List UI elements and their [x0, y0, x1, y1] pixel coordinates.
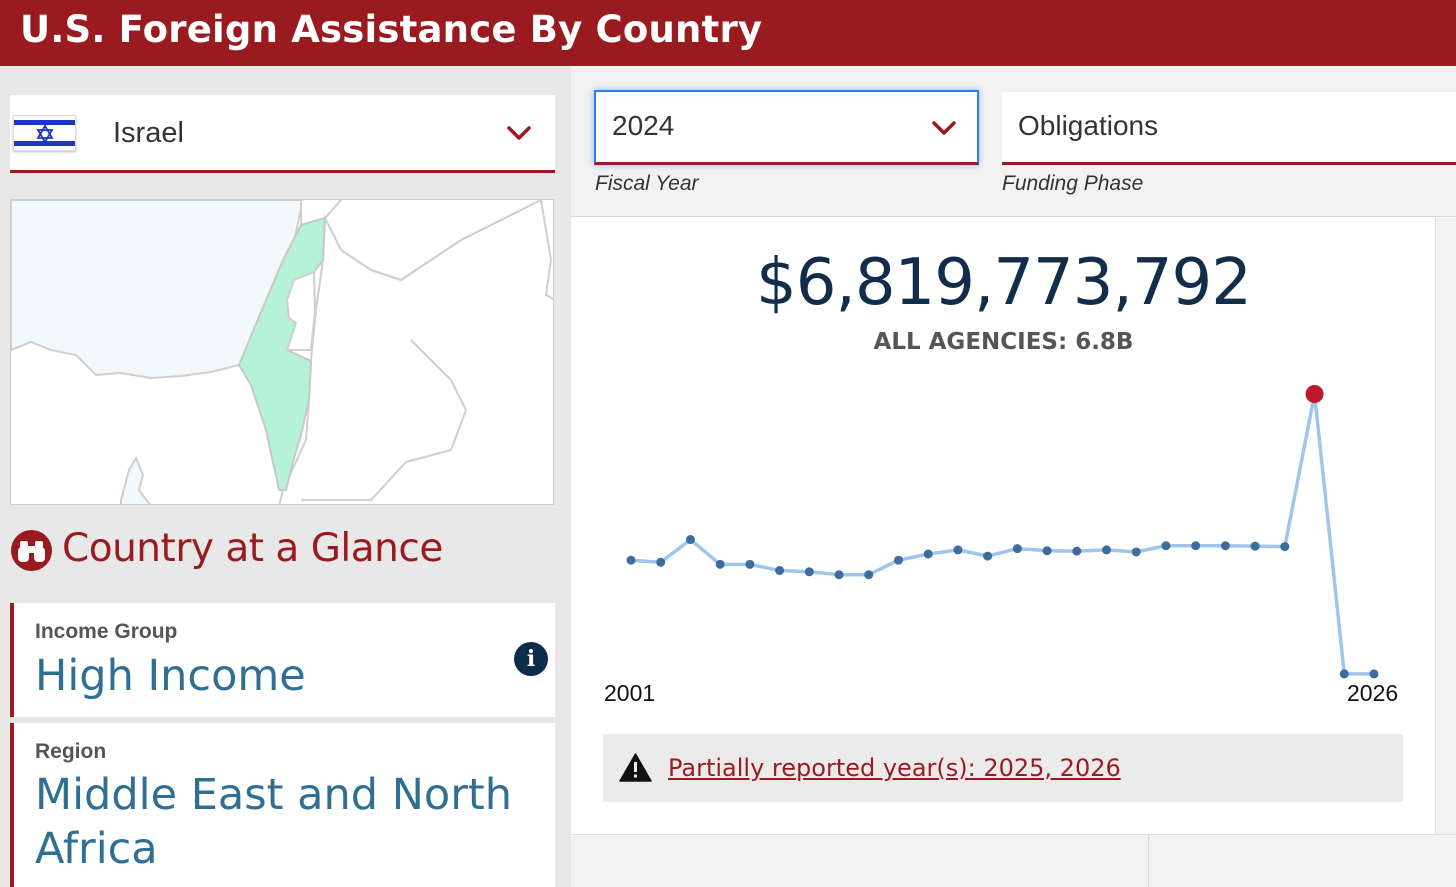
left-sidebar: Israel Country at a Glance [0, 66, 571, 887]
total-amount: $6,819,773,792 [756, 246, 1252, 320]
data-point[interactable] [983, 551, 993, 561]
funding-phase-value: Obligations [1018, 110, 1159, 141]
main-panel: 2024 Fiscal Year Obligations Funding Pha… [571, 66, 1456, 887]
country-select[interactable]: Israel [10, 95, 555, 173]
agencies-total: ALL AGENCIES: 6.8B [873, 329, 1134, 355]
partial-report-notice: Partially reported year(s): 2025, 2026 [603, 734, 1403, 802]
data-point[interactable] [1220, 541, 1230, 551]
data-point[interactable] [1339, 669, 1349, 679]
chevron-down-icon [507, 126, 531, 140]
israel-flag-icon [13, 115, 76, 151]
data-point[interactable] [626, 555, 636, 565]
funding-phase-select[interactable]: Obligations [1002, 92, 1456, 165]
data-point[interactable] [775, 566, 785, 576]
data-point[interactable] [953, 545, 963, 555]
region-value: Middle East and North Africa [35, 770, 512, 874]
data-point[interactable] [1012, 544, 1022, 554]
data-point[interactable] [804, 567, 814, 577]
trend-line-chart[interactable] [571, 218, 1436, 738]
data-point[interactable] [923, 549, 933, 559]
warning-icon [619, 753, 652, 782]
chevron-down-icon [932, 121, 956, 135]
data-point[interactable] [656, 557, 666, 567]
fiscal-year-select[interactable]: 2024 [594, 90, 979, 165]
data-point[interactable] [1161, 541, 1171, 551]
income-group-card: Income Group High Income i [10, 603, 555, 717]
income-group-label: Income Group [35, 620, 178, 643]
x-axis-end-label: 2026 [1347, 680, 1399, 706]
data-point[interactable] [1280, 542, 1290, 552]
selected-year-point[interactable] [1305, 385, 1324, 403]
data-point[interactable] [1369, 669, 1379, 679]
filter-bar: 2024 Fiscal Year Obligations Funding Pha… [571, 66, 1456, 217]
right-panel-edge [1436, 218, 1456, 834]
data-point[interactable] [1042, 546, 1052, 556]
funding-phase-caption: Funding Phase [1002, 172, 1144, 195]
data-point[interactable] [1102, 545, 1112, 555]
data-point[interactable] [685, 535, 695, 545]
data-point[interactable] [893, 555, 903, 565]
page-header: U.S. Foreign Assistance By Country [0, 0, 1456, 66]
glance-title: Country at a Glance [62, 526, 443, 571]
fiscal-year-caption: Fiscal Year [595, 172, 699, 195]
income-group-value: High Income [35, 651, 306, 701]
data-point[interactable] [1191, 541, 1201, 551]
region-card: Region Middle East and North Africa [10, 723, 555, 887]
binoculars-icon [11, 530, 52, 571]
info-icon[interactable]: i [514, 642, 548, 676]
fiscal-year-value: 2024 [612, 110, 675, 141]
country-select-value: Israel [113, 117, 184, 149]
region-label: Region [35, 740, 107, 763]
data-point[interactable] [1250, 541, 1260, 551]
country-map[interactable] [10, 199, 554, 505]
page-title: U.S. Foreign Assistance By Country [20, 8, 763, 51]
series-line [630, 392, 1374, 676]
data-point[interactable] [715, 559, 725, 569]
data-point[interactable] [745, 559, 755, 569]
data-point[interactable] [1131, 547, 1141, 557]
bottom-strip [571, 834, 1456, 887]
data-point[interactable] [834, 570, 844, 580]
x-axis-start-label: 2001 [604, 680, 656, 706]
data-point[interactable] [1072, 546, 1082, 556]
summary-panel: $6,819,773,792 ALL AGENCIES: 6.8B 2001 2… [571, 218, 1436, 834]
data-point[interactable] [864, 570, 874, 580]
partial-report-link[interactable]: Partially reported year(s): 2025, 2026 [668, 754, 1121, 782]
